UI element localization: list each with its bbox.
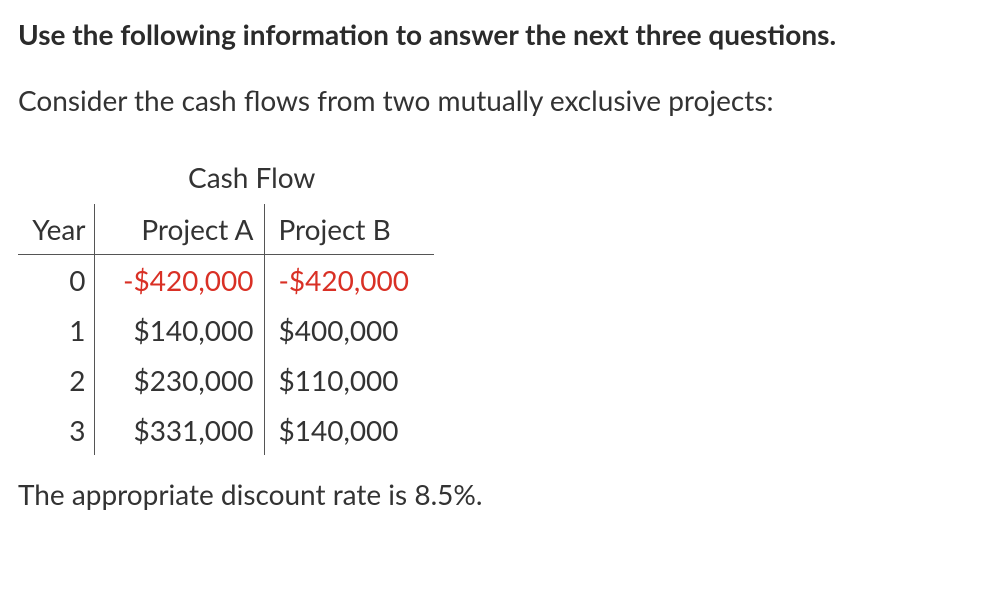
cell-year: 0 <box>18 254 94 305</box>
intro-text: Consider the cash flows from two mutuall… <box>18 82 990 120</box>
table-header-row: Year Project A Project B <box>18 204 434 255</box>
cell-project-b: $400,000 <box>264 305 434 355</box>
col-header-project-b: Project B <box>264 204 434 255</box>
col-header-year: Year <box>18 204 94 255</box>
instruction-heading: Use the following information to answer … <box>18 16 990 54</box>
cell-project-a: $140,000 <box>94 305 264 355</box>
cell-year: 1 <box>18 305 94 355</box>
table-row: 3 $331,000 $140,000 <box>18 405 434 455</box>
cell-project-b: -$420,000 <box>264 254 434 305</box>
cashflow-table-wrap: Cash Flow Year Project A Project B 0 -$4… <box>18 160 990 455</box>
cell-project-a: -$420,000 <box>94 254 264 305</box>
cell-year: 2 <box>18 355 94 405</box>
discount-rate-text: The appropriate discount rate is 8.5%. <box>18 477 990 511</box>
cell-project-b: $140,000 <box>264 405 434 455</box>
cell-year: 3 <box>18 405 94 455</box>
col-header-project-a: Project A <box>94 204 264 255</box>
cell-project-a: $331,000 <box>94 405 264 455</box>
cell-project-b: $110,000 <box>264 355 434 405</box>
cell-project-a: $230,000 <box>94 355 264 405</box>
table-row: 1 $140,000 $400,000 <box>18 305 434 355</box>
table-super-header: Cash Flow <box>18 160 990 194</box>
table-row: 2 $230,000 $110,000 <box>18 355 434 405</box>
question-block: Use the following information to answer … <box>0 0 1008 511</box>
cashflow-table: Year Project A Project B 0 -$420,000 -$4… <box>18 204 434 455</box>
table-row: 0 -$420,000 -$420,000 <box>18 254 434 305</box>
